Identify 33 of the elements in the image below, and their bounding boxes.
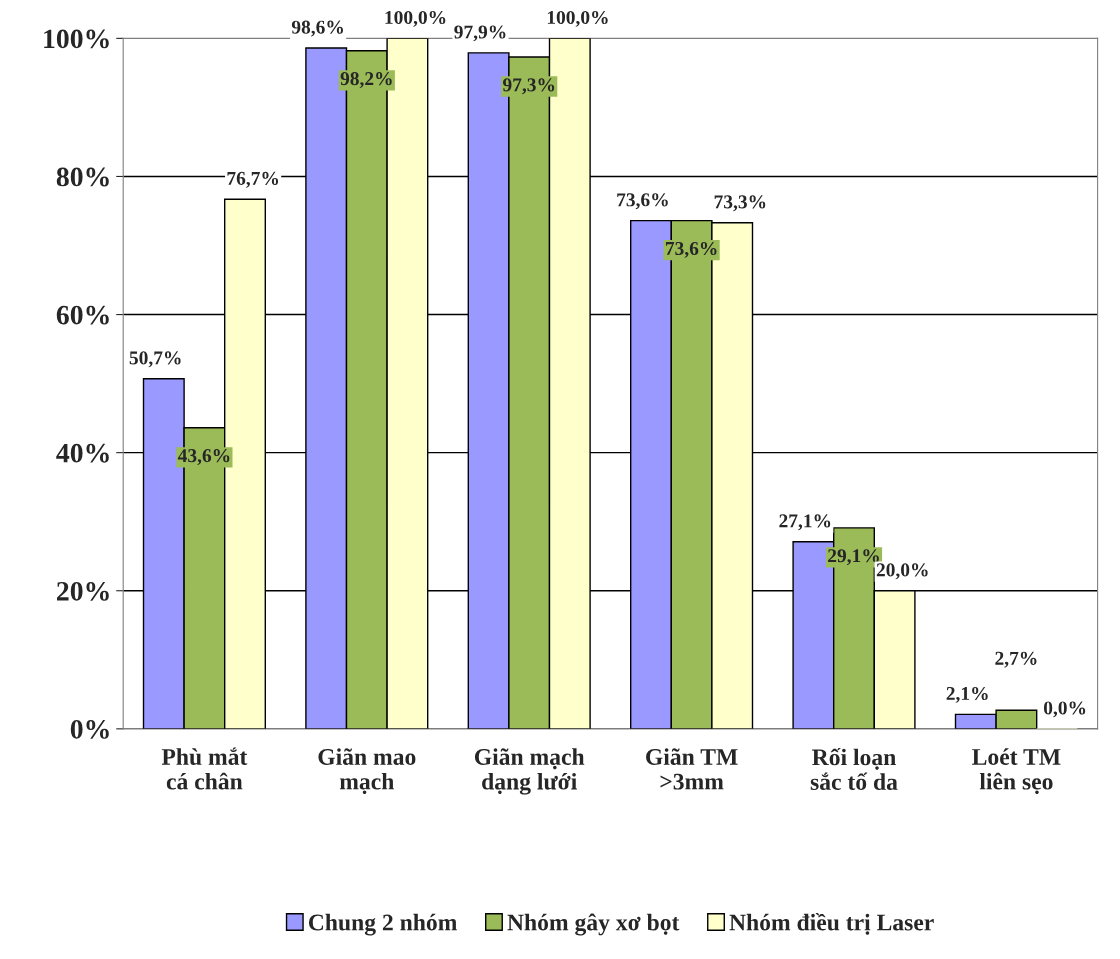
legend-label: Nhóm điều trị Laser: [729, 913, 934, 935]
data-label: 20,0%: [876, 563, 928, 580]
data-label: 73,3%: [714, 195, 766, 212]
data-label: 98,2%: [340, 72, 392, 89]
x-tick-label: Giãn mao mạch: [318, 748, 416, 794]
data-label: 50,7%: [129, 351, 181, 368]
data-label: 27,1%: [779, 514, 831, 531]
y-tick-label: 40%: [56, 443, 109, 463]
y-tick-label: 60%: [56, 305, 109, 325]
data-label: 98,6%: [291, 20, 343, 37]
legend-label: Nhóm gây xơ bọt: [507, 913, 680, 936]
data-label: 2,1%: [946, 686, 988, 703]
legend-label: Chung 2 nhóm: [308, 913, 457, 936]
data-label: 29,1%: [828, 549, 879, 566]
y-tick-label: 20%: [57, 581, 109, 601]
data-label: 73,6%: [665, 241, 717, 258]
y-tick-label: 100%: [44, 29, 109, 49]
data-label: 97,3%: [503, 78, 555, 95]
x-tick-label: Loét TM liên sẹo: [972, 748, 1061, 794]
x-tick-label: Phù mắt cá chân: [161, 747, 248, 790]
x-tick-label: Rối loạn sắc tố da: [810, 747, 898, 790]
data-label: 73,6%: [617, 193, 668, 210]
data-label: 0,0%: [1043, 701, 1086, 718]
data-label: 100,0%: [385, 10, 446, 27]
data-label: 97,9%: [454, 25, 506, 42]
x-tick-label: Giãn TM >3mm: [646, 748, 738, 790]
y-tick-label: 0%: [70, 720, 109, 739]
data-label: 76,7%: [227, 171, 279, 188]
data-label: 100,0%: [547, 10, 608, 27]
y-tick-label: 80%: [56, 167, 109, 187]
data-label: 43,6%: [177, 449, 230, 466]
x-tick-label: Giãn mạch dạng lưới: [474, 748, 585, 795]
data-label: 2,7%: [995, 651, 1037, 668]
